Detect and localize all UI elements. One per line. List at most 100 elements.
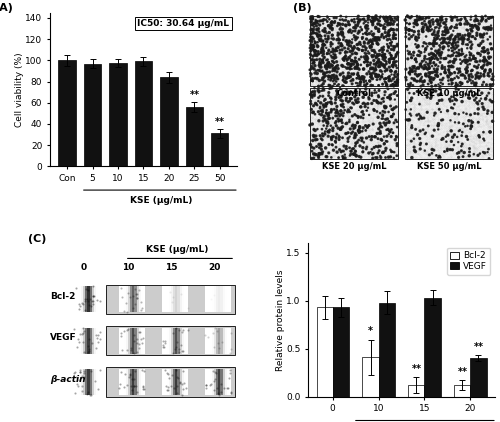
Point bbox=[389, 67, 397, 74]
Point bbox=[382, 114, 390, 120]
Point bbox=[480, 151, 488, 158]
Point bbox=[470, 38, 478, 44]
Point bbox=[459, 38, 467, 45]
Point bbox=[460, 37, 468, 43]
Point bbox=[332, 66, 340, 73]
Point bbox=[324, 108, 332, 115]
Point bbox=[327, 54, 335, 60]
Point bbox=[466, 129, 474, 135]
Point bbox=[466, 70, 473, 77]
Point bbox=[344, 108, 351, 115]
Point bbox=[328, 134, 336, 141]
Point bbox=[411, 154, 419, 160]
Point bbox=[435, 108, 443, 114]
Point bbox=[458, 94, 466, 100]
Point bbox=[391, 64, 399, 70]
Bar bbox=[171, 369, 173, 395]
Point bbox=[390, 86, 398, 93]
Point bbox=[389, 56, 397, 63]
Point bbox=[369, 30, 377, 37]
Point bbox=[489, 77, 497, 84]
Point bbox=[392, 28, 400, 35]
Point bbox=[417, 63, 425, 70]
Point bbox=[476, 16, 484, 23]
Point bbox=[465, 106, 473, 112]
Point bbox=[464, 57, 472, 64]
Point bbox=[452, 96, 460, 103]
Point bbox=[320, 124, 328, 131]
Point bbox=[308, 121, 316, 127]
Point bbox=[434, 127, 442, 134]
Point bbox=[325, 50, 333, 57]
Point bbox=[178, 348, 186, 354]
Point bbox=[442, 130, 450, 137]
Point bbox=[322, 94, 330, 101]
Point bbox=[376, 76, 384, 83]
Point bbox=[486, 94, 494, 101]
Point bbox=[426, 30, 434, 36]
Point bbox=[480, 59, 488, 66]
Point bbox=[381, 148, 389, 155]
Bar bbox=[362, 357, 378, 397]
Point bbox=[308, 21, 316, 27]
Point bbox=[342, 102, 350, 109]
Point bbox=[413, 133, 421, 140]
Point bbox=[316, 66, 324, 73]
Point bbox=[389, 20, 397, 27]
Point bbox=[379, 132, 387, 138]
Point bbox=[316, 100, 324, 106]
Point bbox=[430, 146, 438, 152]
Point bbox=[380, 33, 388, 40]
Point bbox=[418, 120, 426, 127]
Point bbox=[334, 116, 342, 122]
Point bbox=[433, 43, 441, 50]
Point bbox=[474, 67, 482, 74]
Point bbox=[377, 79, 385, 86]
Point bbox=[316, 81, 324, 88]
Point bbox=[392, 70, 400, 76]
Point bbox=[334, 78, 342, 84]
Point bbox=[444, 50, 452, 57]
Point bbox=[440, 150, 448, 157]
Point bbox=[360, 19, 368, 26]
Bar bbox=[106, 368, 235, 397]
Point bbox=[318, 103, 326, 110]
Point bbox=[462, 59, 469, 65]
Point bbox=[390, 90, 398, 97]
Point bbox=[344, 137, 352, 144]
Point bbox=[426, 55, 434, 62]
Point bbox=[407, 65, 415, 72]
Point bbox=[472, 77, 480, 84]
Point bbox=[474, 118, 482, 125]
Point bbox=[422, 98, 430, 105]
Point bbox=[443, 122, 451, 128]
Point bbox=[368, 117, 376, 124]
Point bbox=[329, 27, 337, 34]
Point bbox=[324, 38, 332, 45]
Point bbox=[70, 369, 78, 376]
Point bbox=[352, 53, 360, 60]
Point bbox=[388, 32, 396, 39]
Point bbox=[446, 49, 454, 56]
Point bbox=[444, 49, 452, 55]
Point bbox=[356, 100, 364, 107]
Point bbox=[329, 85, 337, 92]
Point bbox=[422, 14, 430, 21]
Point bbox=[453, 73, 461, 80]
Point bbox=[370, 65, 378, 71]
Point bbox=[306, 149, 314, 155]
Point bbox=[428, 94, 436, 101]
Point bbox=[410, 138, 418, 145]
Point bbox=[308, 97, 316, 103]
Point bbox=[464, 42, 472, 49]
Point bbox=[342, 19, 350, 26]
Point bbox=[388, 125, 396, 132]
Point bbox=[450, 108, 458, 114]
Point bbox=[486, 112, 494, 119]
Point bbox=[470, 142, 478, 149]
Point bbox=[434, 123, 442, 130]
Point bbox=[344, 99, 352, 106]
Point bbox=[313, 126, 321, 133]
Point bbox=[383, 90, 391, 97]
Point bbox=[388, 120, 396, 127]
